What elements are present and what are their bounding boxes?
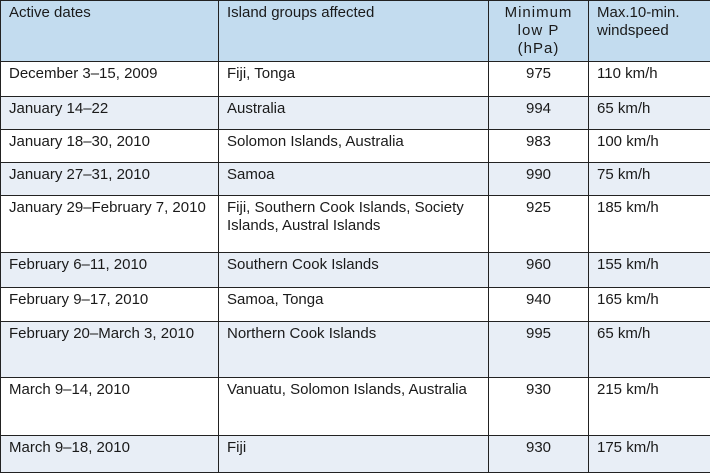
table-cell: 994: [488, 96, 589, 130]
header-cell: Max.10-min. windspeed: [588, 0, 710, 62]
table-cell: 995: [488, 321, 589, 378]
header-cell: Island groups affected: [218, 0, 489, 62]
table-cell: 110 km/h: [588, 61, 710, 97]
header-row: Active dates Island groups affected Minimu…: [0, 0, 710, 62]
table-cell: 215 km/h: [588, 377, 710, 436]
table-row: December 3–15, 2009 Fiji, Tonga 975 110 km/…: [0, 61, 710, 97]
table-cell: January 29–February 7, 2010: [0, 195, 219, 253]
table-cell: 983: [488, 129, 589, 163]
table-cell: 165 km/h: [588, 287, 710, 322]
table-cell: February 9–17, 2010: [0, 287, 219, 322]
header-cell: Active dates: [0, 0, 219, 62]
table-cell: 960: [488, 252, 589, 288]
table-cell: Samoa, Tonga: [218, 287, 489, 322]
table-cell: 930: [488, 435, 589, 473]
table-row: January 18–30, 2010 Solomon Islands, Aust…: [0, 129, 710, 163]
table-cell: January 14–22: [0, 96, 219, 130]
table-row: March 9–14, 2010 Vanuatu, Solomon Islands…: [0, 377, 710, 436]
table-cell: Australia: [218, 96, 489, 130]
table-row: January 29–February 7, 2010 Fiji, Souther…: [0, 195, 710, 253]
table-cell: Fiji, Southern Cook Islands, Society Isl…: [218, 195, 489, 253]
table-cell: Samoa: [218, 162, 489, 196]
table-cell: Fiji, Tonga: [218, 61, 489, 97]
table-cell: 65 km/h: [588, 96, 710, 130]
table-cell: January 18–30, 2010: [0, 129, 219, 163]
table-cell: January 27–31, 2010: [0, 162, 219, 196]
table-cell: 155 km/h: [588, 252, 710, 288]
table-row: February 6–11, 2010 Southern Cook Islands…: [0, 252, 710, 288]
table-cell: Fiji: [218, 435, 489, 473]
table-cell: February 6–11, 2010: [0, 252, 219, 288]
table-row: January 14–22 Australia 994 65 km/h: [0, 96, 710, 130]
table-cell: Southern Cook Islands: [218, 252, 489, 288]
table-cell: December 3–15, 2009: [0, 61, 219, 97]
header-cell: Minimum low P (hPa): [488, 0, 589, 62]
table-cell: March 9–18, 2010: [0, 435, 219, 473]
table-body: December 3–15, 2009 Fiji, Tonga 975 110 km/…: [0, 61, 710, 473]
table-row: January 27–31, 2010 Samoa 990 75 km/h: [0, 162, 710, 196]
table-cell: Northern Cook Islands: [218, 321, 489, 378]
table-row: March 9–18, 2010 Fiji 930 175 km/h: [0, 435, 710, 473]
table-cell: 175 km/h: [588, 435, 710, 473]
table-cell: 975: [488, 61, 589, 97]
table-cell: Vanuatu, Solomon Islands, Australia: [218, 377, 489, 436]
table-cell: 990: [488, 162, 589, 196]
table-cell: 925: [488, 195, 589, 253]
table-cell: Solomon Islands, Australia: [218, 129, 489, 163]
table-cell: 100 km/h: [588, 129, 710, 163]
table-row: February 9–17, 2010 Samoa, Tonga 940 165 km…: [0, 287, 710, 322]
table-cell: 65 km/h: [588, 321, 710, 378]
table-cell: 940: [488, 287, 589, 322]
table-cell: 185 km/h: [588, 195, 710, 253]
table-cell: 930: [488, 377, 589, 436]
table-cell: March 9–14, 2010: [0, 377, 219, 436]
table-row: February 20–March 3, 2010 Northern Cook I…: [0, 321, 710, 378]
table-cell: February 20–March 3, 2010: [0, 321, 219, 378]
table-cell: 75 km/h: [588, 162, 710, 196]
